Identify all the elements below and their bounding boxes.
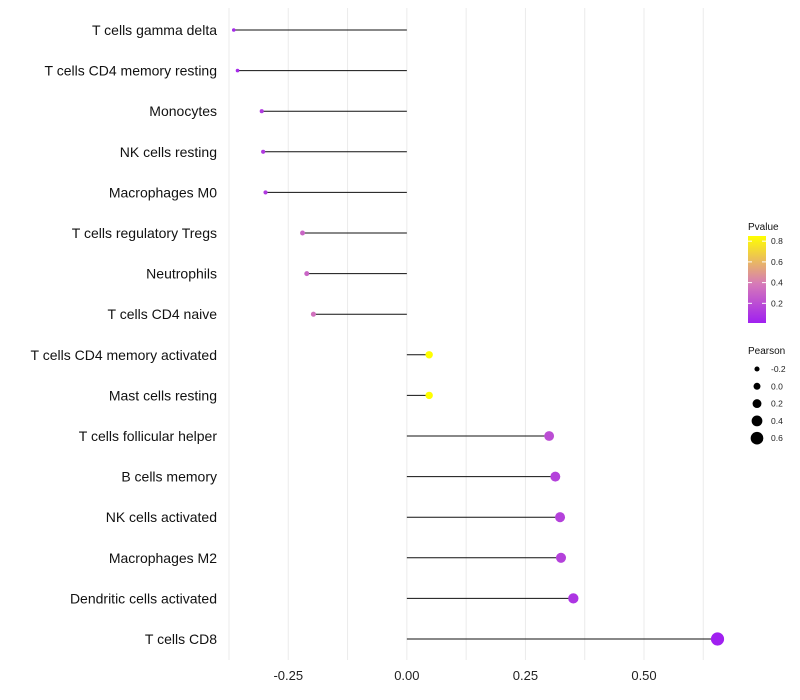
lollipop-point (544, 431, 555, 441)
pearson-legend-title: Pearson (748, 346, 785, 357)
pearson-legend-label: 0.0 (771, 381, 783, 391)
x-tick-label: 0.00 (394, 668, 419, 683)
lollipop-point (555, 512, 566, 523)
lollipop-point (710, 632, 725, 646)
pearson-legend-label: 0.6 (771, 433, 783, 443)
lollipop-stems (233, 29, 718, 640)
lollipop-point (263, 190, 268, 195)
lollipop-point (310, 311, 316, 317)
pvalue-legend-title: Pvalue (748, 222, 779, 233)
category-label: T cells gamma delta (92, 22, 217, 38)
category-label: Monocytes (149, 103, 217, 119)
category-label: T cells regulatory Tregs (72, 225, 217, 241)
category-label: Macrophages M0 (109, 184, 217, 200)
lollipop-point (568, 593, 579, 604)
category-label: T cells CD4 naive (108, 306, 218, 322)
category-label: NK cells resting (120, 144, 217, 160)
lollipop-points (231, 28, 725, 646)
lollipop-point (550, 471, 561, 482)
lollipop-point (425, 391, 433, 400)
pvalue-legend-label: 0.2 (771, 298, 783, 308)
pearson-legend-key (752, 399, 762, 409)
pearson-legend-key (751, 415, 763, 427)
pvalue-legend-label: 0.4 (771, 278, 783, 288)
x-tick-label: 0.25 (513, 668, 538, 683)
lollipop-point (304, 271, 310, 277)
pvalue-legend: Pvalue 0.2 0.4 0.6 0.8 (748, 222, 783, 323)
lollipop-point (261, 149, 266, 154)
lollipop-point (555, 552, 567, 563)
pvalue-colorbar (748, 236, 766, 323)
x-tick-label: -0.25 (273, 668, 303, 683)
category-label: Dendritic cells activated (70, 590, 217, 606)
pvalue-legend-label: 0.8 (771, 236, 783, 246)
lollipop-point (231, 28, 236, 32)
category-label: NK cells activated (106, 509, 217, 525)
lollipop-point (235, 68, 240, 73)
pearson-legend-key (754, 366, 760, 372)
category-label: B cells memory (121, 469, 217, 485)
category-labels: T cells gamma delta T cells CD4 memory re… (31, 22, 218, 647)
category-label: Macrophages M2 (109, 550, 217, 566)
lollipop-point (259, 109, 264, 114)
pearson-legend-key (753, 382, 761, 390)
grid-lines (228, 8, 704, 660)
category-label: T cells CD4 memory resting (45, 63, 217, 79)
category-label: Neutrophils (146, 266, 217, 282)
pvalue-legend-label: 0.6 (771, 257, 783, 267)
category-label: T cells CD4 memory activated (31, 347, 217, 363)
pearson-legend-label: 0.2 (771, 399, 783, 409)
x-axis-tick-labels: -0.25 0.00 0.25 0.50 (273, 668, 656, 683)
pearson-legend-key (750, 431, 764, 445)
pearson-legend-label: 0.4 (771, 416, 783, 426)
lollipop-point (300, 230, 305, 236)
x-tick-label: 0.50 (631, 668, 656, 683)
category-label: Mast cells resting (109, 387, 217, 403)
category-label: T cells CD8 (145, 631, 217, 647)
pearson-legend-label: -0.2 (771, 364, 786, 374)
pearson-legend: Pearson -0.2 0.0 0.2 0.4 0.6 (748, 346, 786, 445)
category-label: T cells follicular helper (79, 428, 218, 444)
lollipop-point (425, 351, 433, 359)
